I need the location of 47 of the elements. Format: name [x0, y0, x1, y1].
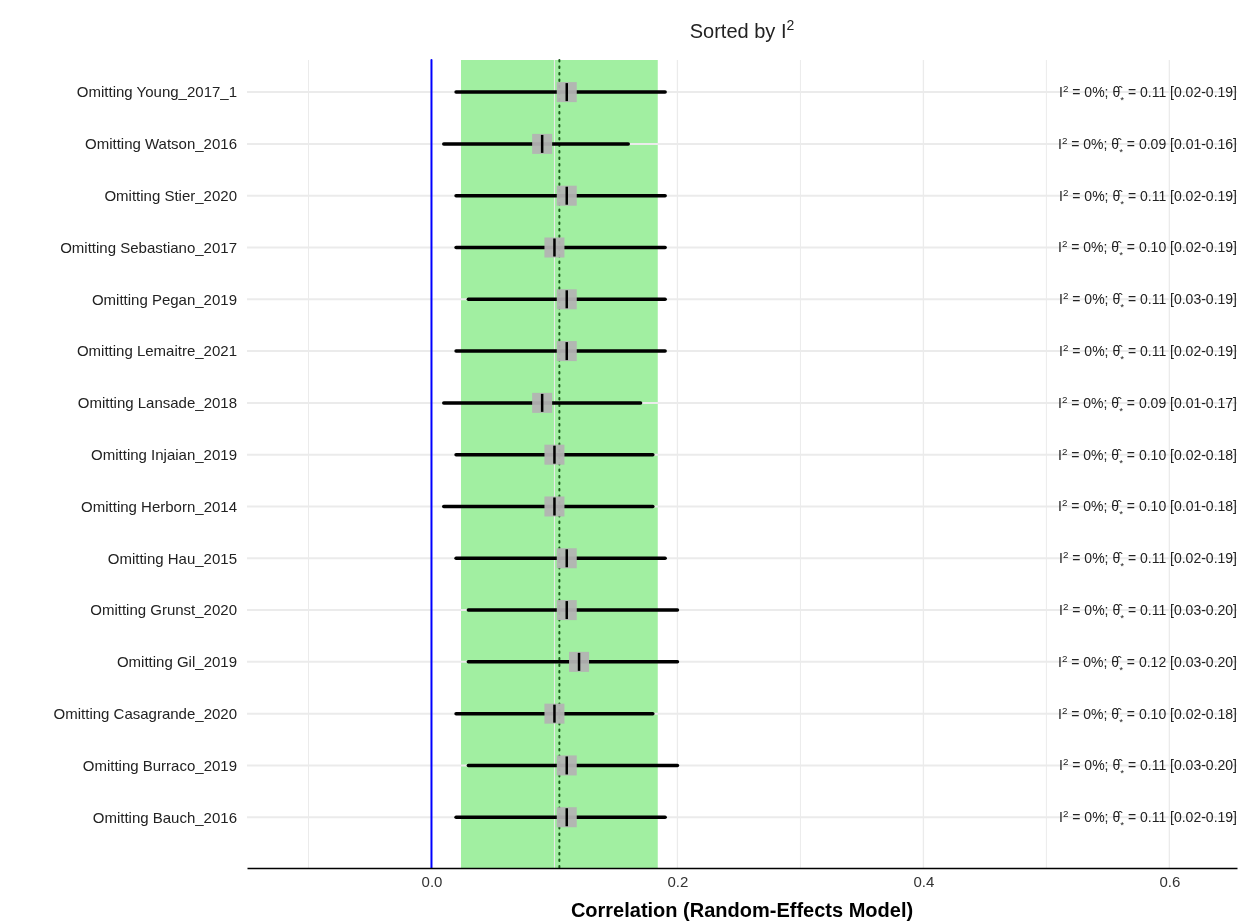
x-tick-label: 0.2: [667, 872, 689, 890]
x-tick-label: 0.4: [913, 872, 935, 890]
x-axis-title: Correlation (Random-Effects Model): [570, 899, 914, 921]
y-tick-label: Omitting Grunst_2020: [90, 601, 237, 619]
point: [556, 807, 577, 828]
y-tick-label: Omitting Casagrande_2020: [53, 704, 237, 722]
y-tick-label: Omitting Injaian_2019: [91, 445, 237, 463]
annotation: I$^{2}$ = 0%; θ̂$_{*}$ = 0.09 [0.01-0.17]: [1058, 393, 1237, 416]
y-tick-label: Omitting Stier_2020: [104, 187, 237, 204]
y-tick-label: Omitting Herborn_2014: [81, 497, 237, 515]
point: [556, 755, 577, 776]
y-tick-label: Omitting Lansade_2018: [77, 394, 237, 412]
x-tick-label: 0.6: [1159, 872, 1181, 890]
annotation: I$^{2}$ = 0%; θ̂$_{*}$ = 0.12 [0.03-0.20]: [1058, 652, 1237, 675]
y-tick-label: Omitting Hau_2015: [107, 549, 237, 567]
point: [556, 82, 577, 103]
annotation: I$^{2}$ = 0%; θ̂$_{*}$ = 0.10 [0.02-0.19]: [1058, 238, 1237, 260]
annotation: I$^{2}$ = 0%; θ̂$_{*}$ = 0.11 [0.02-0.19]: [1059, 807, 1237, 830]
annotation: I$^{2}$ = 0%; θ̂$_{*}$ = 0.11 [0.03-0.20]: [1059, 755, 1237, 778]
point: [556, 548, 577, 569]
annotation: I$^{2}$ = 0%; θ̂$_{*}$ = 0.11 [0.03-0.20]: [1059, 600, 1237, 623]
y-tick-label: Omitting Watson_2016: [84, 135, 237, 153]
annotation: I$^{2}$ = 0%; θ̂$_{*}$ = 0.11 [0.02-0.19]: [1059, 82, 1237, 105]
annotation: I$^{2}$ = 0%; θ̂$_{*}$ = 0.11 [0.02-0.19]: [1059, 186, 1237, 209]
y-tick-label: Omitting Bauch_2016: [92, 808, 237, 826]
chart-title: Sorted by I$^{2}$: [689, 17, 795, 42]
point: [556, 289, 577, 310]
y-tick-label: Omitting Gil_2019: [116, 653, 237, 671]
point: [556, 600, 577, 621]
y-tick-label: Omitting Burraco_2019: [82, 756, 237, 774]
point: [569, 651, 590, 672]
y-tick-label: Omitting Sebastiano_2017: [60, 238, 237, 256]
annotation: I$^{2}$ = 0%; θ̂$_{*}$ = 0.10 [0.02-0.18]: [1058, 704, 1237, 727]
point: [556, 341, 577, 362]
point: [532, 392, 553, 413]
y-tick-label: Omitting Pegan_2019: [91, 290, 237, 308]
annotation: I$^{2}$ = 0%; θ̂$_{*}$ = 0.10 [0.02-0.18]: [1058, 445, 1237, 468]
y-tick-label: Omitting Young_2017_1: [76, 83, 237, 101]
annotation: I$^{2}$ = 0%; θ̂$_{*}$ = 0.10 [0.01-0.18]: [1058, 496, 1237, 519]
point: [556, 185, 577, 206]
annotation: I$^{2}$ = 0%; θ̂$_{*}$ = 0.09 [0.01-0.16]: [1058, 134, 1237, 157]
annotation: I$^{2}$ = 0%; θ̂$_{*}$ = 0.11 [0.02-0.19]: [1059, 341, 1237, 364]
annotation: I$^{2}$ = 0%; θ̂$_{*}$ = 0.11 [0.03-0.19]: [1059, 289, 1237, 312]
x-tick-label: 0.0: [421, 872, 443, 890]
y-tick-label: Omitting Lemaitre_2021: [76, 342, 237, 360]
point: [532, 133, 553, 154]
annotation: I$^{2}$ = 0%; θ̂$_{*}$ = 0.11 [0.02-0.19]: [1059, 548, 1237, 571]
